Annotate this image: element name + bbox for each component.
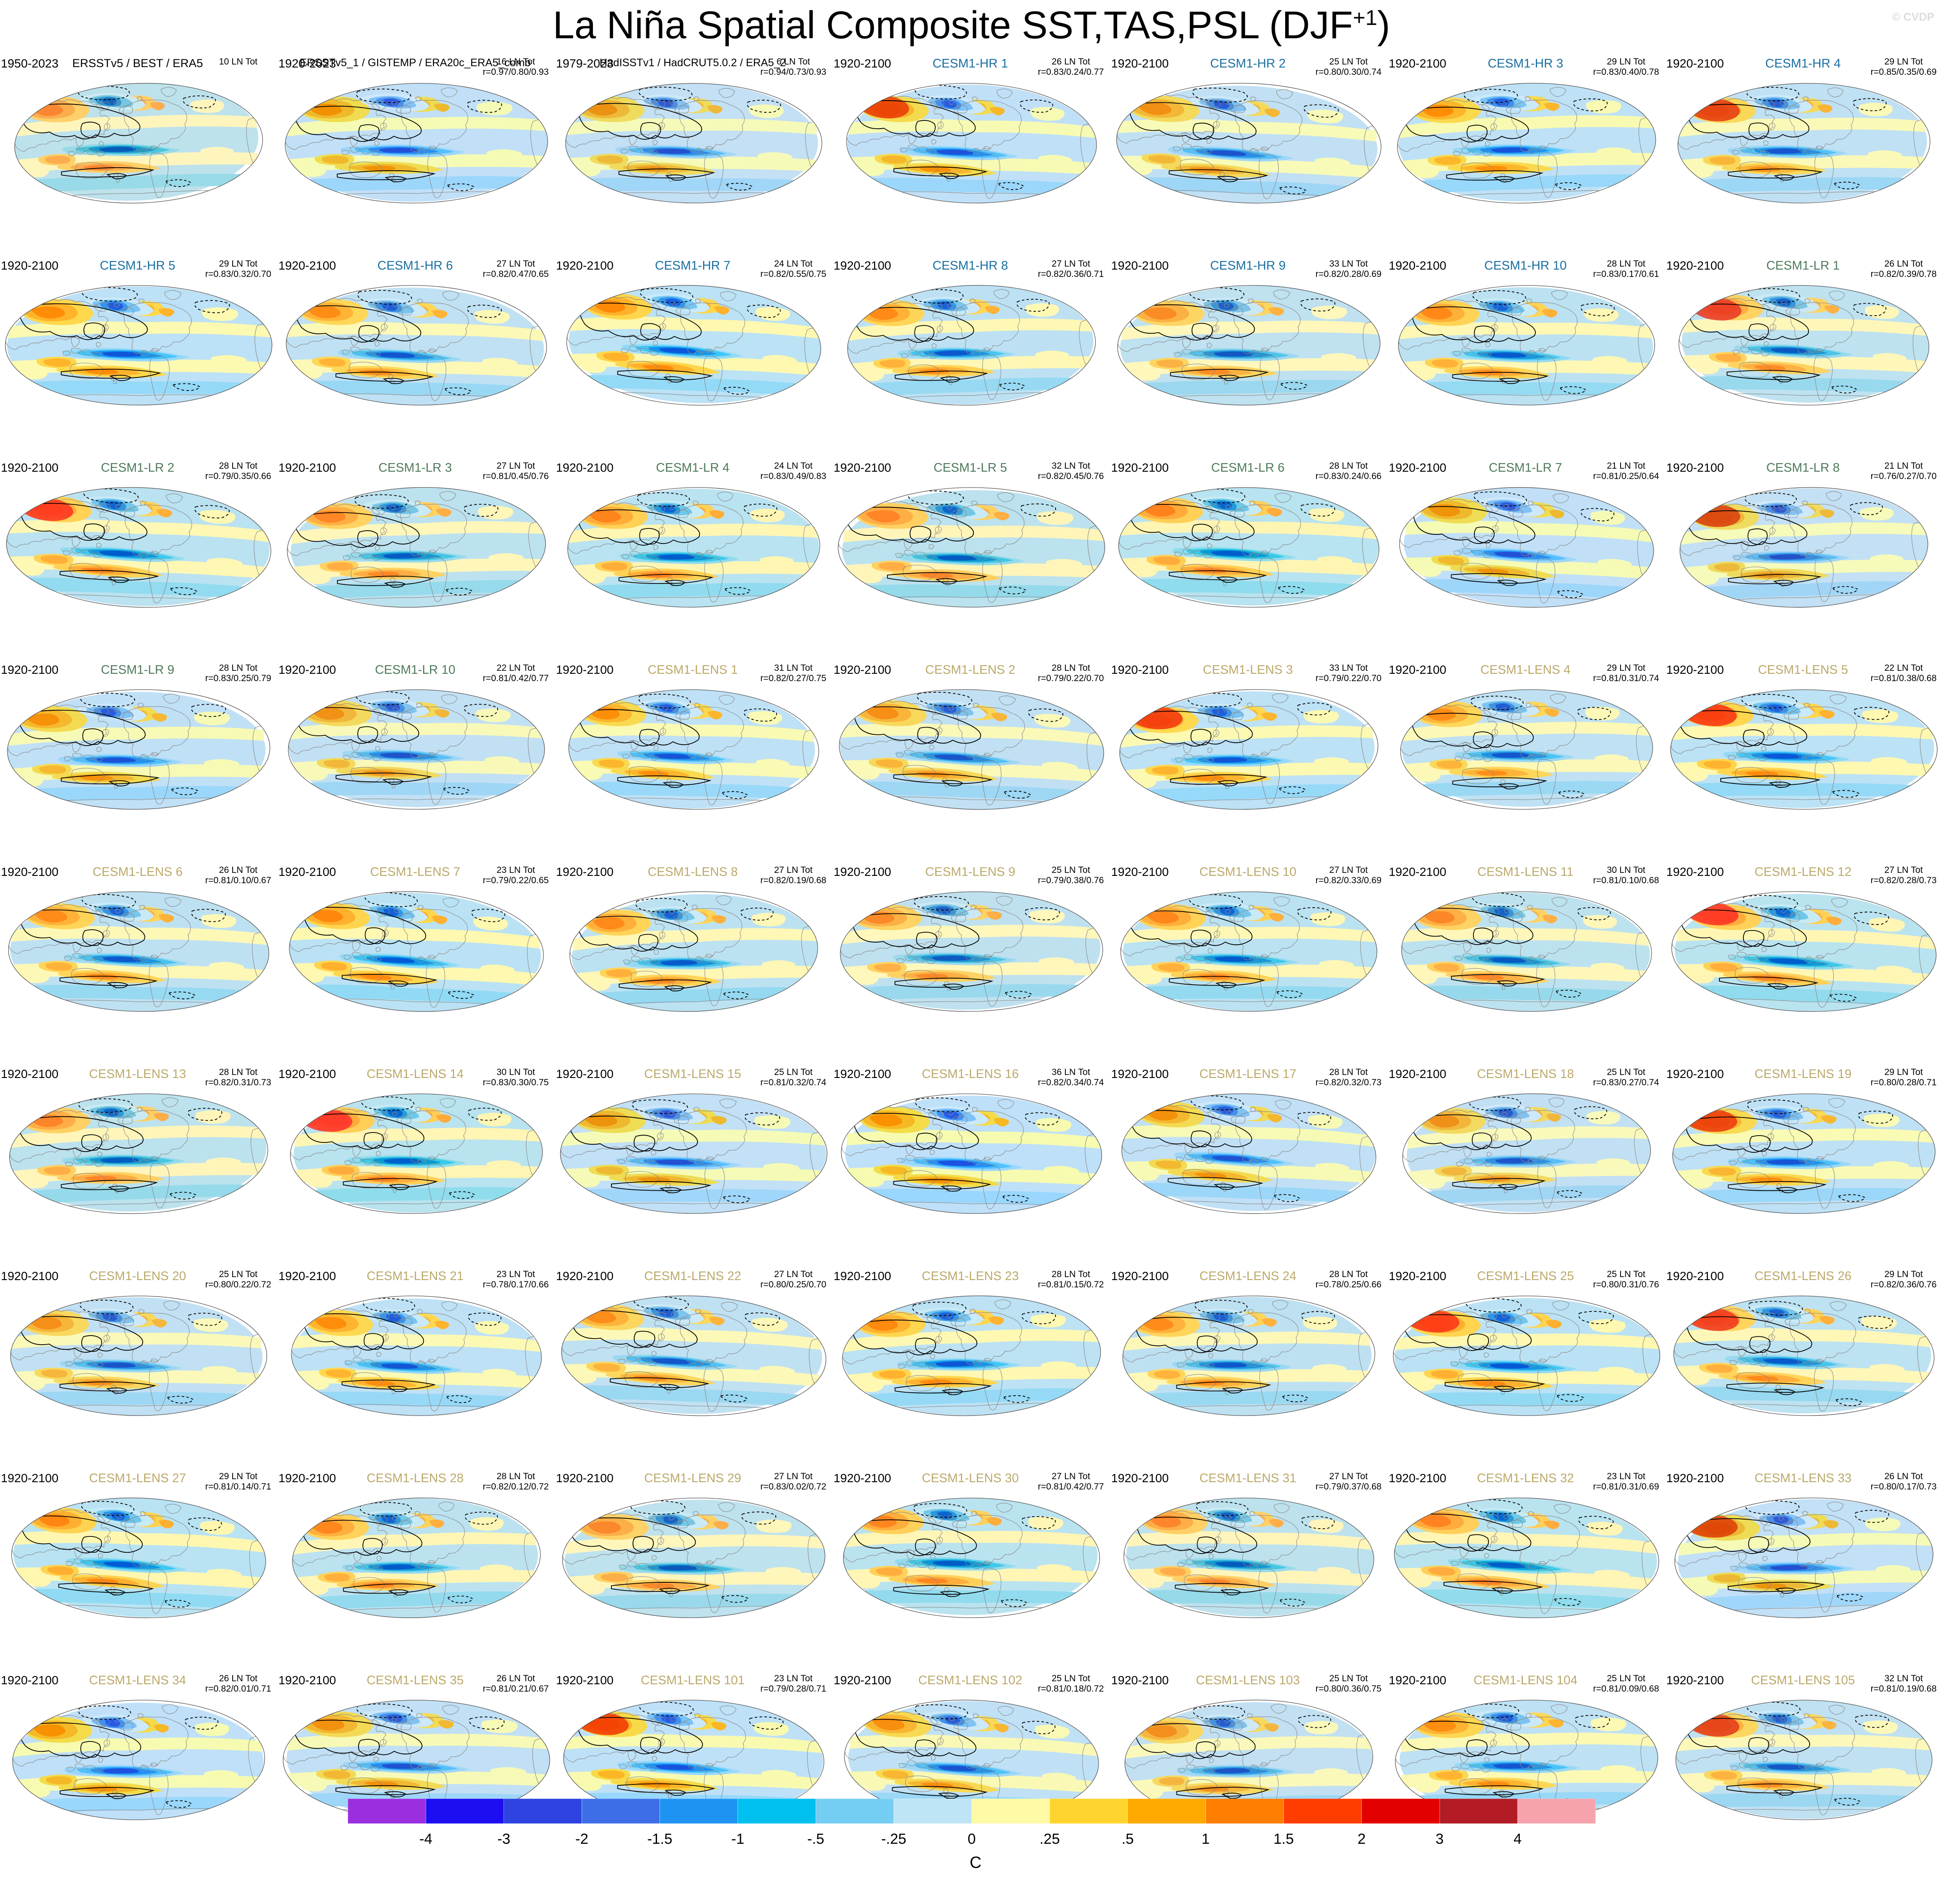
svg-text:3: 3 [1436,1831,1444,1847]
svg-text:-3: -3 [497,1831,510,1847]
svg-text:-1: -1 [731,1831,744,1847]
svg-text:-.25: -.25 [881,1831,906,1847]
svg-text:2: 2 [1357,1831,1366,1847]
svg-text:1: 1 [1202,1831,1210,1847]
svg-text:.5: .5 [1122,1831,1134,1847]
svg-text:-.5: -.5 [807,1831,824,1847]
svg-text:4: 4 [1513,1831,1522,1847]
svg-text:.25: .25 [1040,1831,1060,1847]
svg-text:-1.5: -1.5 [647,1831,672,1847]
svg-text:0: 0 [968,1831,976,1847]
svg-text:-2: -2 [575,1831,588,1847]
svg-text:1.5: 1.5 [1274,1831,1294,1847]
svg-text:-4: -4 [419,1831,432,1847]
